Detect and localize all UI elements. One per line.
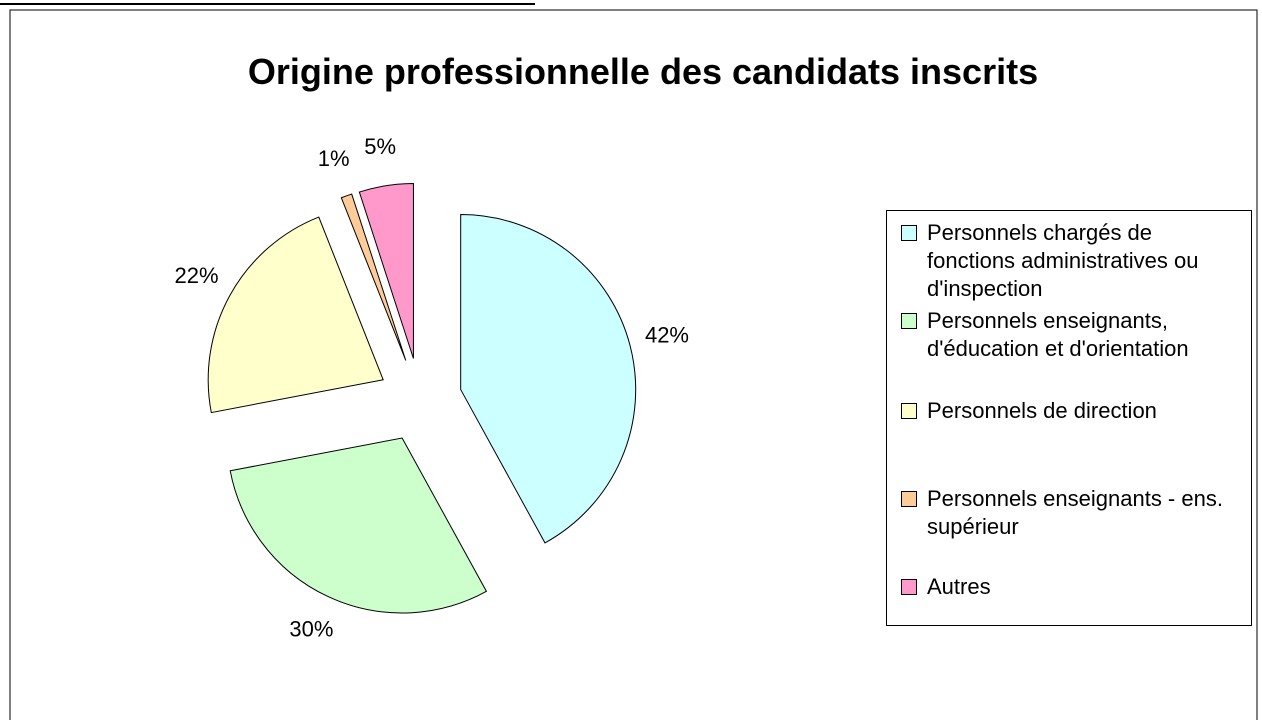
- data-label: 5%: [364, 134, 396, 159]
- legend-item: Personnels de direction: [901, 397, 1241, 425]
- legend-label: Personnels enseignants, d'éducation et d…: [927, 308, 1189, 361]
- chart-frame: [9, 9, 1258, 720]
- legend-item: Autres: [901, 573, 1241, 601]
- pie-slice: [358, 183, 414, 359]
- legend-swatch: [901, 579, 917, 595]
- legend-label: Personnels enseignants - ens. supérieur: [927, 486, 1223, 539]
- legend-label: Autres: [927, 574, 991, 599]
- legend-swatch: [901, 313, 917, 329]
- data-label: 42%: [645, 322, 689, 347]
- chart-title: Origine professionnelle des candidats in…: [248, 51, 1038, 92]
- legend: Personnels chargés de fonctions administ…: [886, 210, 1252, 626]
- legend-item: Personnels enseignants - ens. supérieur: [901, 485, 1241, 541]
- legend-swatch: [901, 403, 917, 419]
- legend-swatch: [901, 225, 917, 241]
- legend-item: Personnels enseignants, d'éducation et d…: [901, 307, 1241, 363]
- data-label: 30%: [289, 617, 333, 642]
- pie-slice: [460, 214, 637, 544]
- legend-label: Personnels chargés de fonctions administ…: [927, 220, 1199, 301]
- data-label: 1%: [318, 146, 350, 171]
- legend-swatch: [901, 491, 917, 507]
- pie-slice: [229, 437, 488, 614]
- legend-label: Personnels de direction: [927, 398, 1157, 423]
- data-label: 22%: [175, 263, 219, 288]
- pie-slice: [340, 193, 407, 361]
- legend-item: Personnels chargés de fonctions administ…: [901, 219, 1241, 303]
- pie-slice: [207, 216, 384, 414]
